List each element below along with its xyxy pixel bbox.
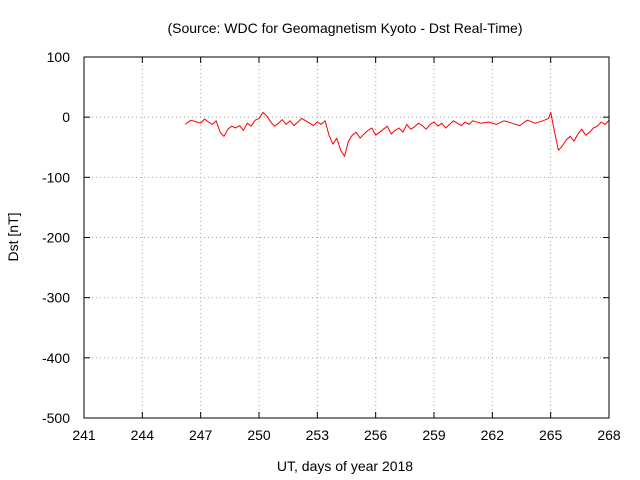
x-tick-label: 265 [539, 427, 563, 443]
tick-layer [83, 56, 610, 419]
y-axis-label: Dst [nT] [5, 212, 21, 261]
x-tick-label: 268 [597, 427, 621, 443]
gridlines [84, 57, 609, 418]
x-tick-label: 256 [364, 427, 388, 443]
x-tick-label: 250 [247, 427, 271, 443]
x-tick-label: 259 [422, 427, 446, 443]
y-tick-label: -500 [42, 410, 70, 426]
y-tick-label: 0 [62, 109, 70, 125]
series-layer [184, 111, 610, 157]
chart-title: (Source: WDC for Geomagnetism Kyoto - Ds… [167, 20, 522, 36]
x-tick-label: 253 [306, 427, 330, 443]
y-tick-label: -100 [42, 169, 70, 185]
x-tick-label: 247 [189, 427, 213, 443]
x-tick-label: 244 [131, 427, 155, 443]
dst-series-line [184, 111, 610, 157]
y-tick-label: -300 [42, 290, 70, 306]
y-tick-labels: 100 0 -100 -200 -300 -400 -500 [42, 49, 70, 426]
y-tick-label: -200 [42, 230, 70, 246]
x-tick-label: 241 [72, 427, 96, 443]
x-tick-labels: 241 244 247 250 253 256 259 262 265 268 [72, 427, 621, 443]
x-axis-label: UT, days of year 2018 [277, 458, 413, 474]
x-tick-label: 262 [481, 427, 505, 443]
y-tick-label: 100 [47, 49, 71, 65]
plot-frame [83, 56, 610, 419]
y-tick-label: -400 [42, 350, 70, 366]
